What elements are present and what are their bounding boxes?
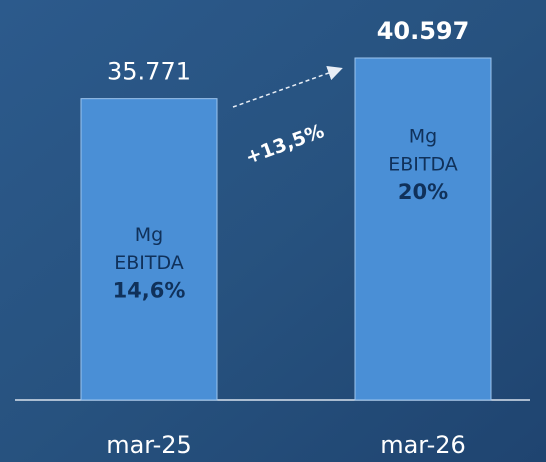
value-label: 40.597 [377, 17, 470, 45]
value-label: 35.771 [107, 58, 191, 86]
margin-title: EBITDA [388, 154, 458, 176]
margin-label: 14,6% [113, 278, 186, 302]
margin-title: EBITDA [114, 252, 184, 274]
bar [81, 99, 217, 400]
margin-label: 20% [398, 180, 448, 204]
margin-title: Mg [135, 224, 163, 246]
bar [355, 58, 491, 400]
x-tick-label: mar-26 [380, 431, 466, 459]
margin-title: Mg [409, 126, 437, 148]
x-tick-label: mar-25 [106, 431, 192, 459]
chart: +13,5% 35.771MgEBITDA14,6%mar-2540.597Mg… [0, 0, 546, 462]
page: +13,5% 35.771MgEBITDA14,6%mar-2540.597Mg… [0, 0, 546, 462]
